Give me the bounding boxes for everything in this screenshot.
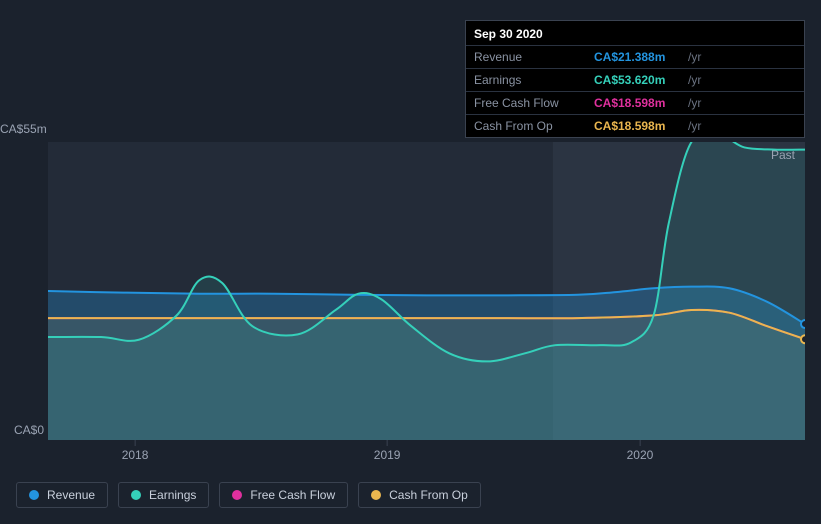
tooltip-unit: /yr [688, 73, 701, 87]
tooltip-value: CA$53.620m [594, 73, 682, 87]
x-axis-tick: 2019 [374, 448, 401, 462]
financial-chart: Sep 30 2020 Revenue CA$21.388m /yr Earni… [0, 0, 821, 524]
legend-label: Earnings [149, 488, 196, 502]
tooltip-value: CA$18.598m [594, 119, 682, 133]
x-axis-tick: 2018 [122, 448, 149, 462]
tooltip-label: Revenue [474, 50, 594, 64]
tooltip-row-fcf: Free Cash Flow CA$18.598m /yr [466, 91, 804, 114]
x-axis-tick: 2020 [627, 448, 654, 462]
tooltip-unit: /yr [688, 119, 701, 133]
chart-svg [48, 142, 805, 440]
tooltip-label: Cash From Op [474, 119, 594, 133]
tooltip-row-cfo: Cash From Op CA$18.598m /yr [466, 114, 804, 137]
tooltip-row-revenue: Revenue CA$21.388m /yr [466, 45, 804, 68]
tooltip-value: CA$21.388m [594, 50, 682, 64]
legend-label: Revenue [47, 488, 95, 502]
past-label: Past [771, 148, 795, 162]
legend-toggle-cfo[interactable]: Cash From Op [358, 482, 481, 508]
tooltip-date: Sep 30 2020 [466, 21, 804, 45]
plot-area[interactable]: Past [48, 142, 805, 440]
y-axis-min-label: CA$0 [0, 423, 44, 437]
legend-toggle-revenue[interactable]: Revenue [16, 482, 108, 508]
legend-toggle-earnings[interactable]: Earnings [118, 482, 209, 508]
tooltip-unit: /yr [688, 50, 701, 64]
tooltip-unit: /yr [688, 96, 701, 110]
x-axis: 2018 2019 2020 [48, 448, 805, 468]
tooltip-label: Free Cash Flow [474, 96, 594, 110]
circle-icon [232, 490, 242, 500]
legend-label: Free Cash Flow [250, 488, 335, 502]
legend-label: Cash From Op [389, 488, 468, 502]
legend-toggle-fcf[interactable]: Free Cash Flow [219, 482, 348, 508]
y-axis-max-label: CA$55m [0, 122, 44, 136]
circle-icon [29, 490, 39, 500]
legend: Revenue Earnings Free Cash Flow Cash Fro… [16, 482, 481, 508]
circle-icon [371, 490, 381, 500]
tooltip-label: Earnings [474, 73, 594, 87]
tooltip-value: CA$18.598m [594, 96, 682, 110]
data-tooltip: Sep 30 2020 Revenue CA$21.388m /yr Earni… [465, 20, 805, 138]
circle-icon [131, 490, 141, 500]
tooltip-row-earnings: Earnings CA$53.620m /yr [466, 68, 804, 91]
